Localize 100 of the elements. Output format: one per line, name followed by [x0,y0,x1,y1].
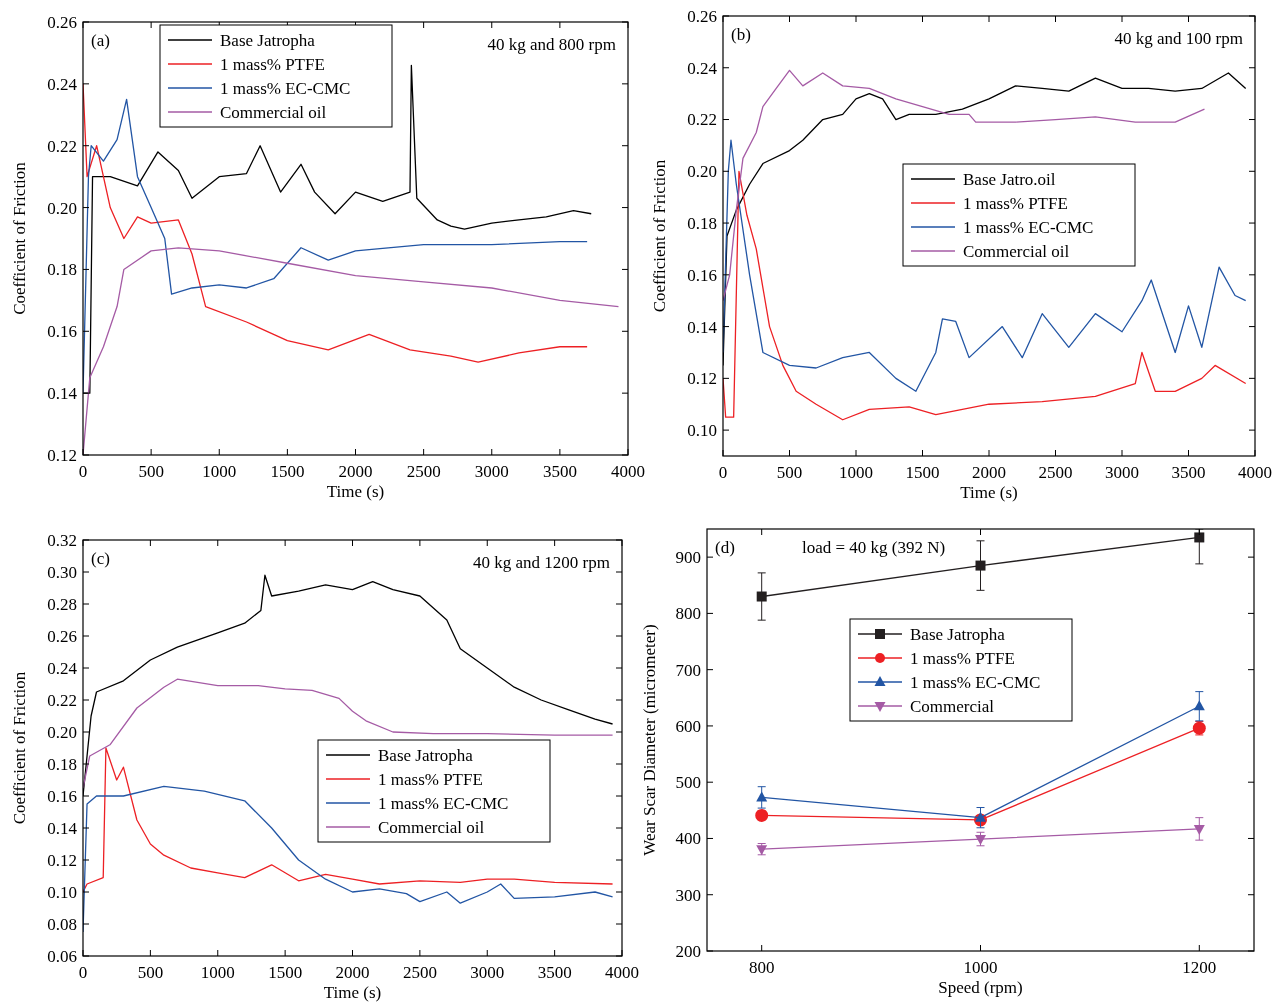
y-tick-label: 500 [675,773,701,793]
y-tick-label: 0.10 [687,421,717,441]
x-tick-label: 2000 [972,463,1006,482]
annotation: (d) [715,538,735,557]
x-tick-label: 500 [137,963,164,982]
y-tick-label: 0.16 [47,786,77,806]
y-axis-title: Wear Scar Diameter (micrometer) [640,624,659,856]
point [975,811,986,822]
y-tick-label: 800 [675,604,701,624]
annotation: 40 kg and 100 rpm [1114,29,1243,48]
x-tick-label: 500 [776,463,803,482]
y-tick-label: 0.06 [47,946,77,966]
y-tick-label: 0.28 [47,594,77,614]
y-tick-label: 0.18 [687,214,717,234]
legend-label: 1 mass% PTFE [378,769,483,789]
y-tick-label: 0.16 [47,322,77,342]
x-tick-label: 1500 [268,963,303,982]
x-tick-label: 4000 [1238,463,1272,482]
y-axis-title: Coefficient of Friction [650,159,669,313]
annotation: (a) [91,31,110,50]
x-tick-label: 1000 [963,958,998,977]
x-axis-title: Speed (rpm) [938,978,1023,997]
line-series [723,170,1247,421]
y-tick-label: 0.22 [687,110,717,130]
x-tick-label: 1000 [202,462,237,481]
y-tick-label: 0.20 [47,722,77,742]
legend-label: Commercial [910,696,995,716]
y-tick-label: 0.12 [47,850,77,870]
y-tick-label: 0.10 [47,882,77,902]
y-tick-label: 0.18 [47,260,77,280]
x-tick-label: 2000 [338,462,373,481]
legend-label: Base Jatropha [378,745,474,765]
x-tick-label: 0 [718,463,728,482]
y-tick-label: 0.32 [47,530,77,550]
y-tick-label: 400 [675,829,701,849]
x-tick-label: 1200 [1182,958,1217,977]
y-tick-label: 0.30 [47,562,77,582]
y-tick-label: 0.20 [687,162,717,182]
legend-label: 1 mass% PTFE [963,193,1068,213]
x-axis-title: Time (s) [326,482,385,501]
legend-label: Commercial oil [378,817,485,837]
x-tick-label: 3000 [474,462,509,481]
point [756,591,767,602]
x-tick-label: 3000 [470,963,505,982]
x-axis-title: Time (s) [323,983,382,1002]
annotation: 40 kg and 1200 rpm [473,553,610,572]
legend-label: Base Jatro.oil [963,169,1056,189]
legend-label: Commercial oil [963,241,1070,261]
y-tick-label: 0.16 [687,265,717,285]
x-tick-label: 3500 [542,462,577,481]
legend-label: 1 mass% EC-CMC [963,217,1094,237]
point [756,791,768,802]
y-tick-label: 0.08 [47,914,77,934]
x-tick-label: 3500 [1171,463,1206,482]
y-axis-title: Coefficient of Friction [10,671,29,825]
y-tick-label: 0.26 [47,626,77,646]
x-tick-label: 1500 [905,463,940,482]
y-tick-label: 0.26 [687,6,717,26]
y-tick-label: 0.14 [47,384,78,404]
y-tick-label: 0.20 [47,198,77,218]
annotation: 40 kg and 800 rpm [487,35,616,54]
x-tick-label: 1500 [270,462,305,481]
y-tick-label: 200 [675,941,701,961]
x-tick-label: 500 [138,462,164,481]
y-tick-label: 300 [675,885,701,905]
y-axis-title: Coefficient of Friction [10,161,29,315]
y-tick-label: 600 [675,716,701,736]
y-tick-label: 0.24 [47,658,78,678]
x-tick-label: 800 [748,958,775,977]
annotation: (b) [731,25,751,44]
y-tick-label: 0.18 [47,754,77,774]
x-tick-label: 4000 [605,963,639,982]
y-tick-label: 700 [675,660,701,680]
annotation: load = 40 kg (392 N) [802,538,946,557]
y-tick-label: 900 [675,548,701,568]
x-tick-label: 2000 [335,963,370,982]
annotation: (c) [91,549,110,568]
legend-label: 1 mass% PTFE [910,648,1015,668]
legend-label: 1 mass% EC-CMC [910,672,1041,692]
point [975,560,986,571]
y-tick-label: 0.22 [47,690,77,710]
x-tick-label: 2500 [1038,463,1073,482]
point [1193,824,1205,835]
x-axis-title: Time (s) [960,483,1018,502]
y-tick-label: 0.14 [687,317,718,337]
legend-label: 1 mass% EC-CMC [378,793,509,813]
y-tick-label: 0.22 [47,136,77,156]
y-tick-label: 0.14 [47,818,78,838]
y-tick-label: 0.12 [47,445,77,465]
y-tick-label: 0.24 [47,74,78,94]
x-tick-label: 0 [78,462,88,481]
legend-label: Base Jatropha [220,30,316,50]
legend-label: 1 mass% PTFE [220,54,325,74]
y-tick-label: 0.26 [47,12,77,32]
legend-label: Commercial oil [220,102,327,122]
y-tick-label: 0.24 [687,58,718,78]
x-tick-label: 3000 [1105,463,1139,482]
point [1194,532,1205,543]
x-tick-label: 1000 [200,963,235,982]
y-tick-label: 0.12 [687,369,717,389]
